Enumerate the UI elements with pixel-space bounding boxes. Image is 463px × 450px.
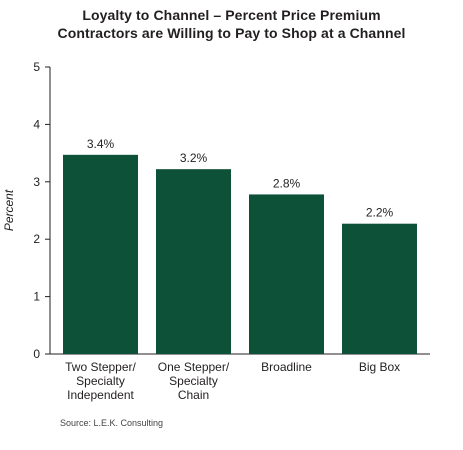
chart-bars — [63, 154, 417, 354]
category-label: Big Box — [359, 360, 400, 374]
category-label: One Stepper/ — [158, 360, 230, 374]
y-tick-label: 0 — [33, 347, 40, 361]
category-label: Two Stepper/ — [65, 360, 136, 374]
y-tick-label: 2 — [33, 232, 40, 246]
chart-title-line-2: Contractors are Willing to Pay to Shop a… — [57, 25, 406, 41]
chart-labels: 3.4%Two Stepper/SpecialtyIndependent3.2%… — [65, 137, 400, 402]
chart-title-line-1: Loyalty to Channel – Percent Price Premi… — [82, 7, 381, 23]
y-tick-label: 1 — [33, 290, 40, 304]
data-label: 3.4% — [87, 137, 115, 151]
data-label: 2.2% — [366, 206, 394, 220]
bar — [156, 169, 231, 354]
y-tick-label: 3 — [33, 175, 40, 189]
category-label: Chain — [178, 388, 209, 402]
bar — [249, 194, 324, 354]
category-label: Specialty — [169, 374, 218, 388]
data-label: 2.8% — [273, 176, 301, 190]
source-note: Source: L.E.K. Consulting — [60, 418, 164, 428]
category-label: Independent — [67, 388, 134, 402]
y-tick-label: 5 — [33, 60, 40, 74]
bar — [342, 223, 417, 354]
category-label: Specialty — [76, 374, 125, 388]
y-axis-label: Percent — [2, 189, 16, 231]
y-tick-label: 4 — [33, 117, 40, 131]
category-label: Broadline — [261, 360, 312, 374]
bar — [63, 154, 138, 354]
data-label: 3.2% — [180, 151, 208, 165]
